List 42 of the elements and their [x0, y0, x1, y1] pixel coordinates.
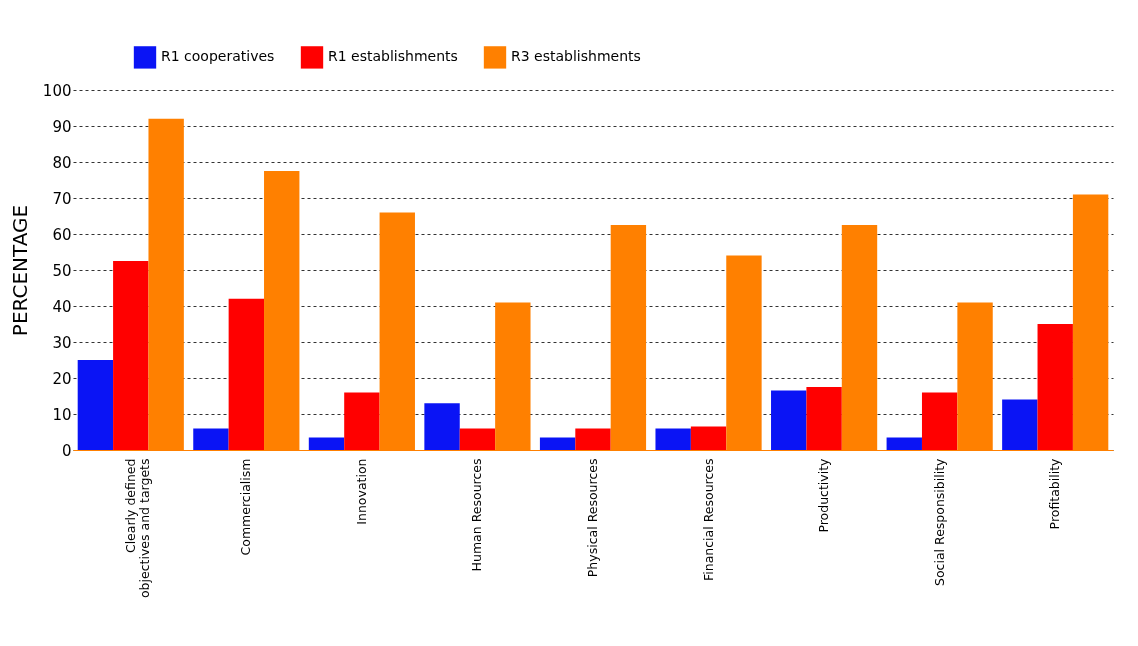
- y-tick-label: 20: [52, 369, 72, 388]
- y-axis-title: PERCENTAGE: [7, 204, 32, 337]
- x-tick-label: Profitability: [1047, 457, 1063, 530]
- y-tick-label: 80: [52, 153, 72, 172]
- bar: [655, 428, 691, 450]
- legend-label: R3 establishments: [511, 48, 641, 65]
- x-tick-label: Social Responsibility: [931, 457, 947, 587]
- x-tick-label: Human Resources: [469, 458, 485, 572]
- bar: [690, 426, 727, 450]
- bar: [77, 360, 114, 450]
- legend-label: R1 cooperatives: [161, 48, 275, 65]
- bar: [459, 428, 496, 450]
- bar: [806, 387, 842, 450]
- bar: [575, 428, 611, 450]
- y-tick-label: 90: [52, 117, 72, 136]
- bar: [228, 298, 265, 450]
- bar: [539, 437, 576, 450]
- bar: [886, 437, 922, 450]
- x-tick-label: Productivity: [816, 457, 832, 533]
- x-tick-label: Commercialism: [238, 458, 254, 556]
- legend-label: R1 establishments: [328, 48, 458, 65]
- y-tick-label: 0: [61, 441, 72, 460]
- y-tick-label: 70: [52, 189, 72, 208]
- bar: [771, 390, 807, 450]
- y-tick-label: 40: [52, 297, 72, 316]
- y-tick-label: 60: [52, 225, 72, 244]
- y-tick-label: 10: [52, 405, 72, 424]
- y-tick-label: 50: [52, 261, 72, 280]
- bar: [1037, 324, 1073, 450]
- bar: [344, 392, 380, 450]
- x-tick-label: Physical Resources: [585, 458, 600, 578]
- x-tick-label: Innovation: [353, 458, 369, 525]
- bar: [1002, 399, 1038, 450]
- bar: [193, 428, 229, 450]
- y-tick-label: 100: [42, 81, 72, 100]
- y-tick-label: 30: [52, 333, 72, 352]
- bar: [921, 392, 958, 450]
- x-tick-label: Clearly defined objectives and targets: [122, 458, 153, 599]
- bar: [113, 261, 149, 450]
- bar: [308, 437, 345, 450]
- x-tick-label: Financial Resources: [700, 458, 716, 582]
- bar: [424, 403, 460, 450]
